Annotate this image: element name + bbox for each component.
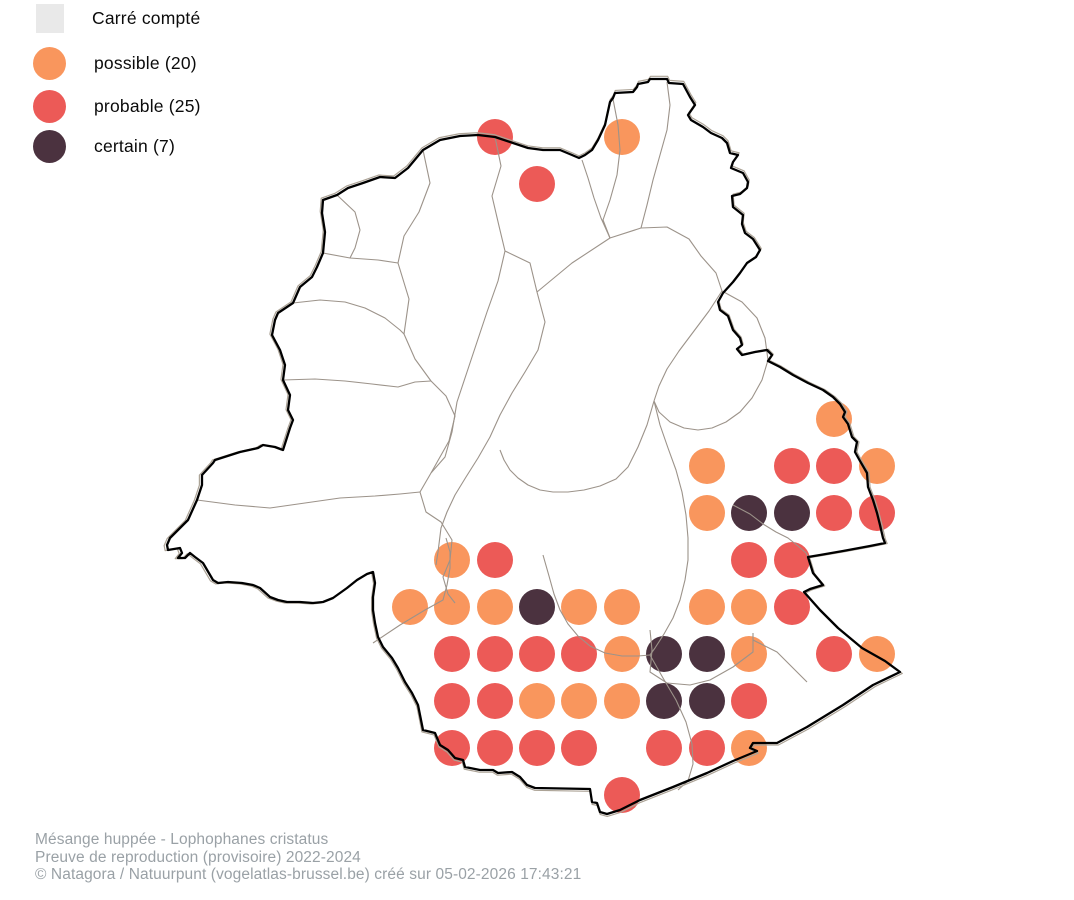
observation-dot-probable [434,683,470,719]
commune-boundary-line [542,554,651,657]
observation-dot-probable [519,636,555,672]
map-caption: Mésange huppée - Lophophanes cristatus P… [35,831,581,884]
commune-boundary-line [640,81,671,229]
commune-boundary-line [397,149,456,474]
commune-boundary-line [292,299,405,335]
observation-dot-probable [604,777,640,813]
commune-boundary-line [649,400,689,656]
commune-boundary-line [752,639,808,683]
region-boundary-shadow-layer [163,75,903,818]
observation-dot-probable [519,730,555,766]
legend-label: Carré compté [92,8,201,28]
legend-item-possible: possible (20) [0,47,197,80]
observation-dot-probable [434,730,470,766]
legend-item-certain: certain (7) [0,130,175,163]
observation-dot-probable [774,589,810,625]
caption-species: Mésange huppée - Lophophanes cristatus [35,831,329,848]
observation-dot-possible [689,589,725,625]
region-boundary-layer [165,77,902,816]
observation-dot-possible [519,683,555,719]
commune-boundary-line [322,252,399,264]
legend-item-probable: probable (25) [0,90,201,123]
observation-dot-certain [689,636,725,672]
observation-dot-probable [816,448,852,484]
observation-dot-probable [646,730,682,766]
observation-dot-possible [604,636,640,672]
observation-dot-possible [434,589,470,625]
observation-dot-possible [561,683,597,719]
commune-boundaries-layer [196,81,809,791]
commune-boundary-line [602,98,621,239]
commune-boundary-line [649,654,694,791]
observation-dot-probable [477,730,513,766]
observation-dot-probable [477,683,513,719]
observation-dot-possible [731,636,767,672]
legend-label: probable (25) [94,96,201,116]
observation-dot-probable [774,542,810,578]
legend-label: certain (7) [94,136,175,156]
observation-dot-possible [604,119,640,155]
observation-dot-possible [434,542,470,578]
commune-boundary-line [581,159,611,239]
commune-boundary-line [732,504,809,558]
observation-dot-probable [731,683,767,719]
region-boundary-shadow [163,75,903,818]
certain-circle-swatch [33,130,66,163]
observation-dot-probable [561,730,597,766]
observation-dot-certain [646,683,682,719]
region-boundary [165,77,902,816]
observation-dots-layer [392,119,895,813]
commune-boundary-line [653,290,769,431]
commune-boundary-line [336,194,361,259]
observation-dot-certain [519,589,555,625]
commune-boundary-line [435,250,546,566]
observation-dot-certain [774,495,810,531]
observation-dot-possible [561,589,597,625]
observation-dot-probable [477,636,513,672]
observation-dot-possible [604,589,640,625]
legend-label: possible (20) [94,53,197,73]
caption-subtitle: Preuve de reproduction (provisoire) 2022… [35,848,361,866]
observation-dot-possible [604,683,640,719]
commune-boundary-line [419,472,456,604]
commune-boundary-line [282,378,432,388]
observation-dot-probable [434,636,470,672]
commune-boundary-line [536,226,723,402]
observation-dot-probable [774,448,810,484]
observation-dot-probable [561,636,597,672]
observation-dot-possible [859,636,895,672]
observation-dot-possible [689,495,725,531]
legend-item-counted: Carré compté [0,4,200,33]
possible-circle-swatch [33,47,66,80]
probable-circle-swatch [33,90,66,123]
counted-square-swatch [36,4,64,33]
observation-dot-probable [689,730,725,766]
commune-boundary-line [196,491,421,509]
observation-dot-possible [689,448,725,484]
observation-dot-probable [816,495,852,531]
commune-boundary-line [430,136,506,474]
commune-boundary-line [649,629,754,686]
observation-dot-probable [816,636,852,672]
observation-dot-possible [477,589,513,625]
observation-dot-probable [519,166,555,202]
caption-copyright: © Natagora / Natuurpunt (vogelatlas-brus… [35,866,582,884]
commune-boundary-line [372,537,451,644]
observation-dot-certain [689,683,725,719]
observation-dot-probable [477,542,513,578]
commune-boundary-line [499,400,655,493]
observation-dot-probable [731,542,767,578]
observation-dot-possible [731,589,767,625]
observation-dot-possible [392,589,428,625]
